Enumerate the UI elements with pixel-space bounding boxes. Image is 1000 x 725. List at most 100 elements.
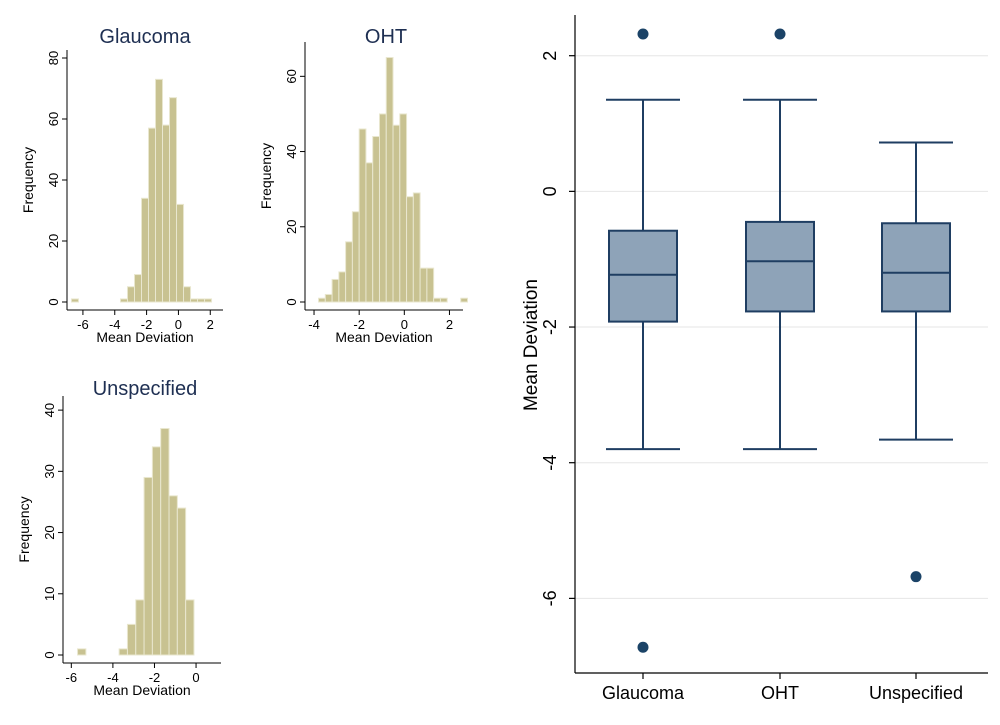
- panel-title: OHT: [365, 26, 407, 48]
- histogram-bar: [406, 196, 414, 303]
- histogram-bar: [169, 97, 178, 303]
- histogram-bar: [365, 162, 374, 303]
- histogram-bar: [358, 128, 367, 303]
- x-tick-label: -2: [141, 317, 153, 332]
- histogram-bar: [439, 297, 448, 303]
- y-tick-label: 20: [46, 234, 61, 248]
- histogram-bar: [168, 495, 178, 656]
- histogram-bar: [351, 211, 360, 303]
- panel-title: Unspecified: [93, 378, 198, 400]
- histogram-oht: OHT 0 20 40 60 -4 -2 0 2 Mean Deviation Frequency: [258, 26, 469, 345]
- outlier-point: [637, 641, 649, 653]
- box-iqr: [608, 229, 678, 323]
- box-iqr: [745, 220, 815, 313]
- histogram-glaucoma: Glaucoma 0 20 40 60 80 -6 -4 -2 0 2 Mean Deviation F…: [20, 26, 223, 345]
- y-tick-label: 20: [42, 525, 57, 539]
- histogram-bar: [133, 274, 142, 303]
- histogram-bar: [197, 298, 206, 303]
- histogram-bar: [392, 124, 401, 303]
- histogram-bar: [204, 298, 213, 303]
- x-tick-label: -4: [109, 317, 121, 332]
- x-tick-label: -4: [107, 670, 119, 685]
- histogram-bar: [155, 78, 164, 303]
- x-category-label: Unspecified: [869, 683, 963, 703]
- x-tick-label: 0: [175, 317, 182, 332]
- histogram-bar: [176, 203, 185, 303]
- y-tick-label: -6: [540, 590, 560, 606]
- box-iqr: [881, 222, 951, 313]
- x-axis-label: Mean Deviation: [96, 329, 193, 345]
- histogram-bar: [143, 476, 153, 656]
- y-axis-label: Mean Deviation: [521, 279, 542, 411]
- histogram-bar: [148, 127, 157, 303]
- box-glaucoma: [606, 28, 680, 653]
- outlier-point: [637, 28, 649, 40]
- histogram-bar: [162, 124, 171, 303]
- x-axis-label: Mean Deviation: [93, 682, 190, 698]
- box-unspecified: [879, 141, 953, 583]
- histogram-bar: [140, 197, 150, 303]
- boxplot-mean-deviation: -6 -4 -2 0 2 Mean Deviation Glaucoma OHT Unspeci…: [521, 15, 988, 703]
- histogram-bar: [126, 623, 137, 656]
- y-tick-label: 40: [284, 144, 299, 158]
- x-category-label: Glaucoma: [602, 683, 685, 703]
- histogram-bar: [426, 267, 435, 303]
- x-tick-label: -4: [308, 317, 320, 332]
- histogram-bar: [160, 427, 170, 656]
- panel-title: Glaucoma: [99, 26, 191, 48]
- x-tick-label: 0: [192, 670, 199, 685]
- histogram-bar: [77, 648, 87, 656]
- x-tick-label: -6: [66, 670, 78, 685]
- histogram-bar: [385, 57, 394, 303]
- histogram-bar: [126, 286, 135, 303]
- y-tick-label: 80: [46, 51, 61, 65]
- x-tick-label: 0: [401, 317, 408, 332]
- x-category-label: OHT: [761, 683, 799, 703]
- histogram-bar: [460, 297, 469, 303]
- y-tick-label: 60: [284, 69, 299, 83]
- x-axis-label: Mean Deviation: [335, 329, 432, 345]
- histogram-bar: [185, 599, 195, 656]
- outlier-point: [910, 571, 922, 583]
- y-axis-label: Frequency: [258, 143, 274, 209]
- histogram-bar: [372, 136, 380, 303]
- histogram-bar: [119, 298, 128, 303]
- x-tick-label: 2: [207, 317, 214, 332]
- histogram-bar: [318, 297, 326, 303]
- y-axis-label: Frequency: [16, 496, 32, 562]
- histogram-bar: [135, 599, 145, 656]
- x-tick-label: -2: [149, 670, 161, 685]
- histogram-bar: [118, 648, 128, 656]
- outlier-point: [774, 28, 786, 40]
- y-tick-label: 30: [42, 464, 57, 478]
- y-tick-label: 40: [46, 173, 61, 187]
- histogram-bar: [433, 297, 441, 303]
- histogram-bar: [345, 241, 353, 303]
- histogram-bar: [399, 113, 408, 303]
- histogram-bar: [419, 267, 428, 303]
- x-tick-label: -6: [77, 317, 89, 332]
- y-tick-label: 2: [540, 51, 560, 61]
- histogram-bar: [324, 293, 333, 303]
- y-tick-label: 0: [284, 298, 299, 305]
- y-axis-label: Frequency: [20, 147, 36, 213]
- histogram-bar: [176, 507, 187, 656]
- histogram-bar: [412, 192, 421, 303]
- y-tick-label: 0: [540, 186, 560, 196]
- histogram-bar: [378, 113, 387, 303]
- histogram-bar: [190, 298, 199, 303]
- y-tick-label: -4: [540, 455, 560, 471]
- histogram-bar: [338, 271, 347, 303]
- x-tick-label: -2: [353, 317, 365, 332]
- y-tick-label: 0: [42, 651, 57, 658]
- y-tick-label: 20: [284, 220, 299, 234]
- histogram-bar: [183, 286, 192, 303]
- histogram-bar: [70, 298, 79, 303]
- y-tick-label: 0: [46, 298, 61, 305]
- y-tick-label: 60: [46, 112, 61, 126]
- histogram-bar: [331, 278, 340, 303]
- x-tick-label: 2: [446, 317, 453, 332]
- y-tick-label: 10: [42, 587, 57, 601]
